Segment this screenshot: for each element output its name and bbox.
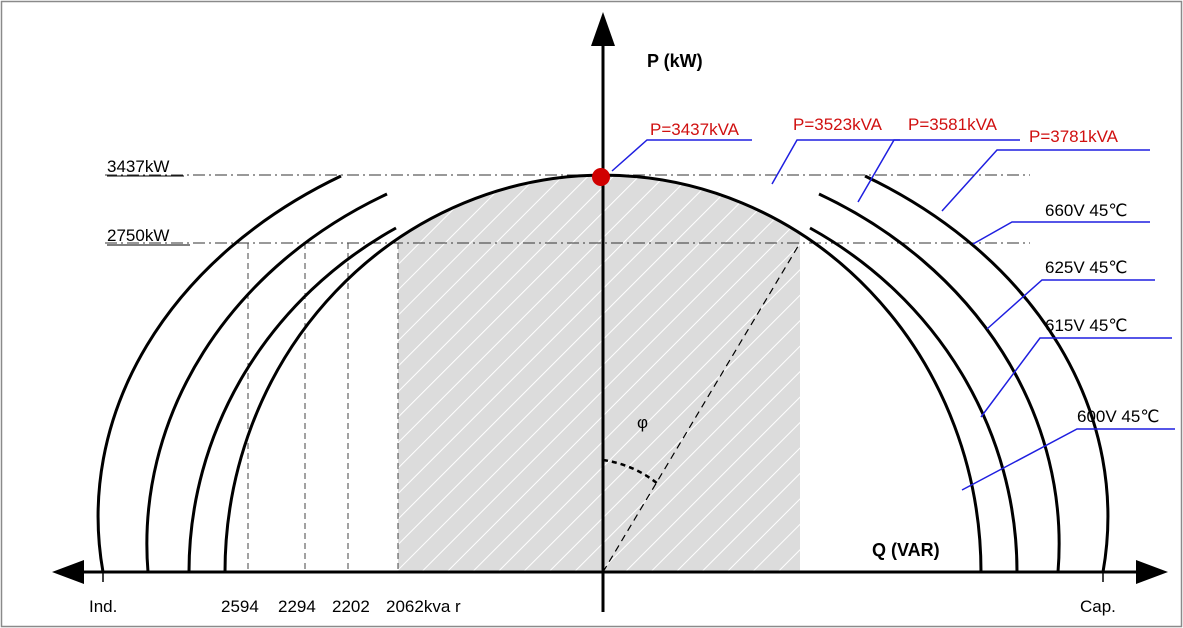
top-arrowhead [591, 12, 615, 46]
left-arrowhead [52, 560, 84, 584]
vertical-axis-label: P (kW) [647, 51, 703, 71]
reactive-tick-2062: 2062kva r [386, 597, 461, 616]
shaded-operating-region [398, 175, 800, 572]
voltage-label-600v: 600V 45℃ [1077, 407, 1159, 426]
right-arrowhead [1136, 560, 1168, 584]
ind-label: Ind. [89, 597, 117, 616]
apparent-label-3581: P=3581kVA [908, 115, 998, 134]
angle-line [602, 242, 801, 573]
curve-660v-right [864, 174, 1110, 573]
leader-3523kva [771, 139, 900, 185]
voltage-label-625v: 625V 45℃ [1045, 258, 1127, 277]
leader-615v [980, 337, 1172, 418]
angle-arc [602, 458, 659, 485]
curve-625v-left [145, 192, 388, 573]
operating-point [592, 168, 610, 186]
reactive-tick-2594: 2594 [221, 597, 259, 616]
leader-3581kva [857, 139, 1020, 203]
leader-625v [986, 279, 1155, 330]
leader-3437kva [611, 139, 752, 172]
angle-label: φ [637, 413, 648, 432]
apparent-label-3437: P=3437kVA [650, 120, 740, 139]
apparent-label-3523: P=3523kVA [793, 115, 883, 134]
curve-615v-right [809, 226, 1019, 573]
cap-label: Cap. [1080, 597, 1116, 616]
reactive-tick-2202: 2202 [332, 597, 370, 616]
horizontal-axis-label: Q (VAR) [872, 540, 940, 560]
voltage-label-660v: 660V 45℃ [1045, 201, 1127, 220]
reduced-power-label: 2750kW [107, 226, 169, 245]
rated-power-label: 3437kW [107, 157, 169, 176]
reactive-tick-2294: 2294 [278, 597, 316, 616]
apparent-label-3781: P=3781kVA [1029, 127, 1119, 146]
leader-660v [972, 221, 1150, 245]
curve-625v-right [818, 192, 1061, 573]
curve-660v-left [96, 174, 342, 573]
leader-3781kva [941, 149, 1150, 212]
curve-615v-left [187, 226, 397, 573]
voltage-label-615v: 615V 45℃ [1045, 316, 1127, 335]
leader-600v [961, 428, 1175, 491]
